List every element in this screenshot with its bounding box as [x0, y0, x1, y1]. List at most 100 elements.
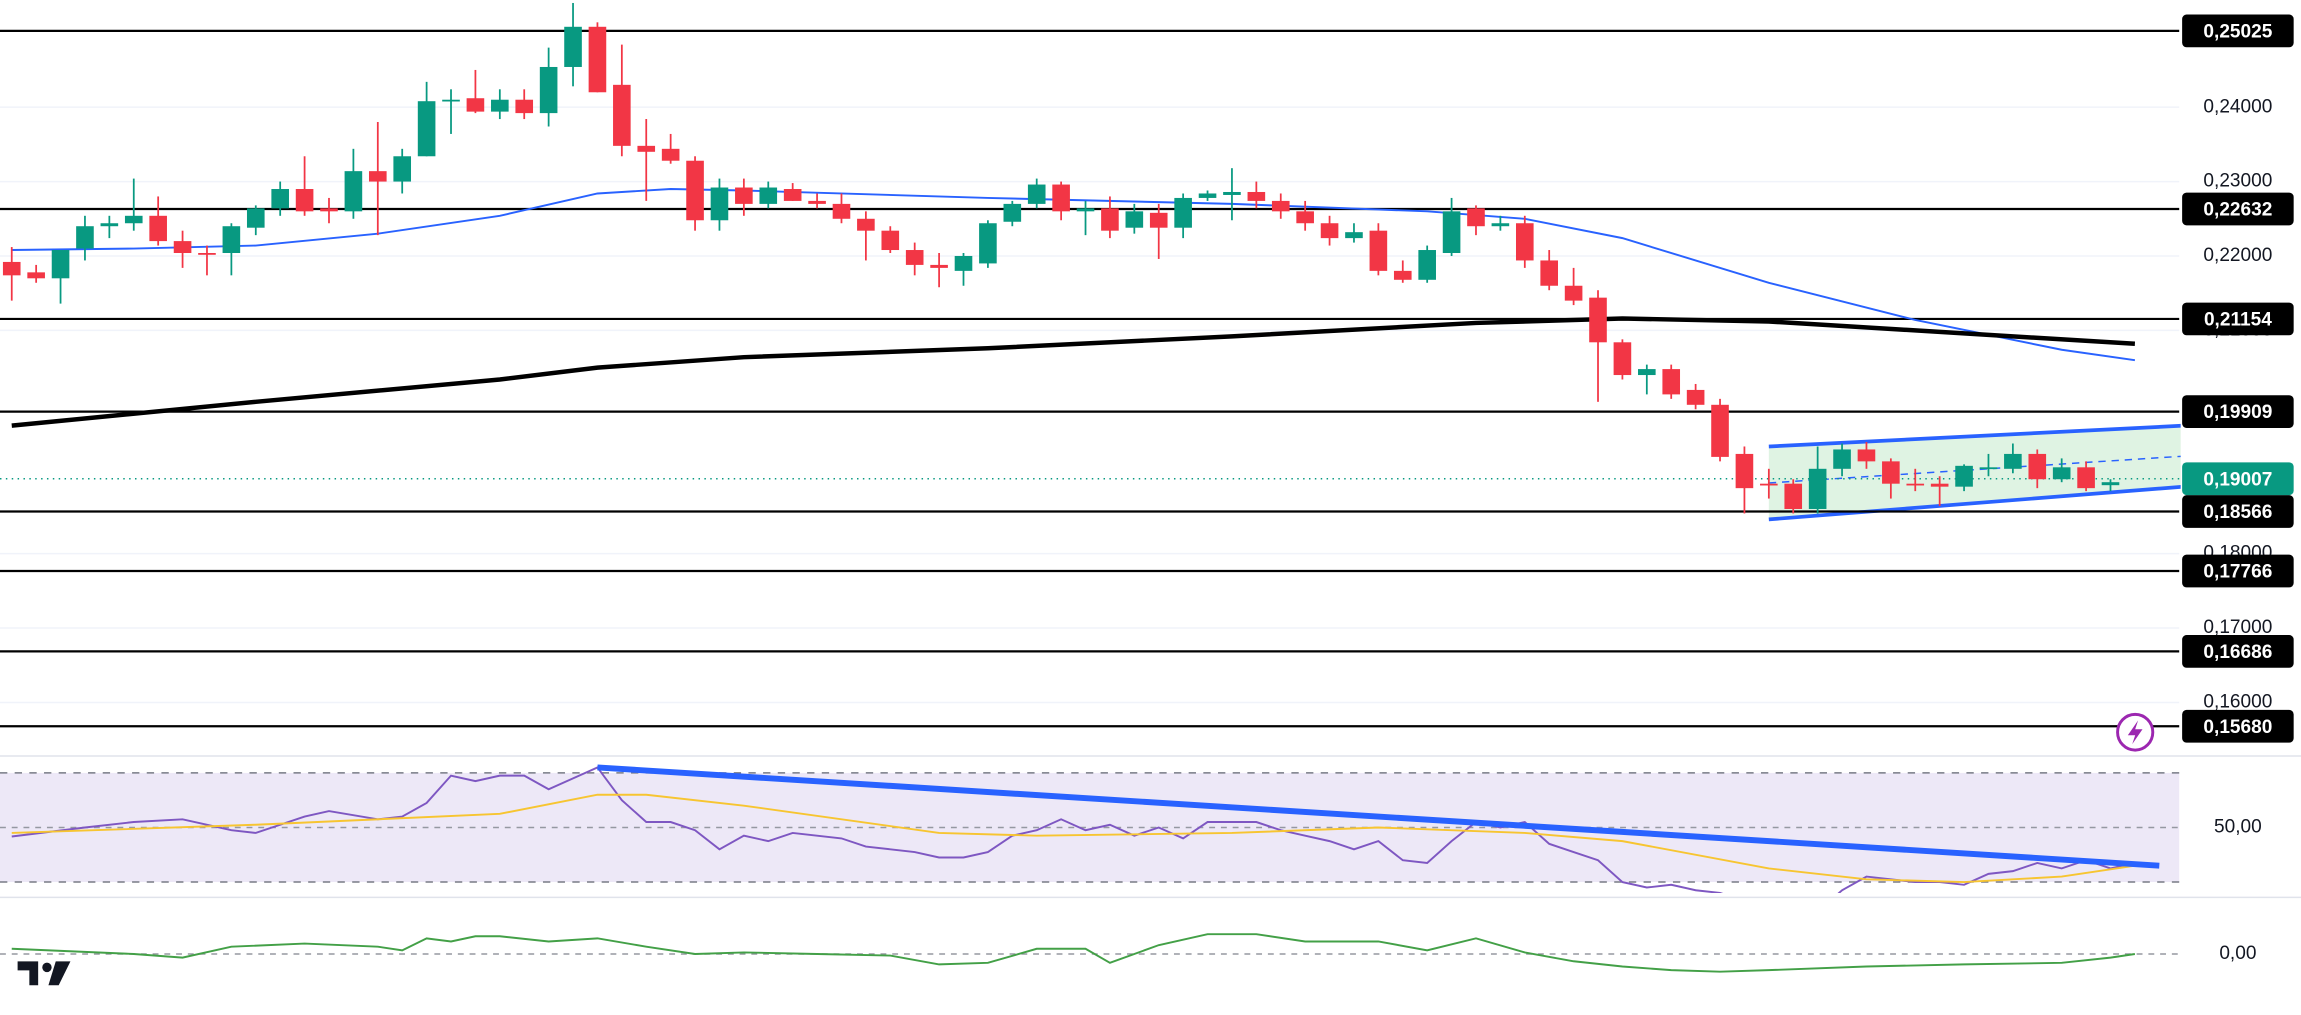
candle-body [2028, 453, 2047, 480]
candle-body [1223, 191, 1241, 195]
candle-body [295, 189, 314, 212]
candle-body [661, 148, 680, 161]
candle-body [1271, 200, 1290, 212]
level-box [2182, 192, 2294, 226]
candle-body [1686, 389, 1705, 405]
candle-body [1808, 468, 1827, 509]
candle-body [1003, 203, 1022, 222]
candle-body [1418, 250, 1436, 280]
candle-body [246, 208, 265, 228]
candle-body [1540, 260, 1559, 286]
candle-body [857, 218, 875, 231]
candle-body [1027, 184, 1046, 204]
candle-body [2077, 467, 2095, 489]
candle-body [1564, 285, 1583, 301]
candle-body [1345, 232, 1363, 239]
candle-body [2, 261, 21, 276]
candle-body [1198, 193, 1217, 198]
candle-body [1930, 483, 1949, 487]
candle-body [76, 226, 94, 249]
candle-body [1369, 230, 1388, 271]
level-label: 0,16686 [2203, 642, 2272, 663]
candle-body [1662, 369, 1681, 395]
line-series [11, 188, 2136, 362]
candle-body [905, 250, 924, 265]
y-tick-label: 0,23000 [2203, 171, 2272, 192]
candle-body [393, 156, 412, 182]
y-tick-label: 0,24000 [2203, 96, 2272, 117]
candle-body [1320, 223, 1339, 239]
price-panel [0, 2, 2181, 728]
candle-body [1711, 404, 1729, 457]
candle-body [1101, 208, 1119, 231]
level-label: 0,25025 [2203, 21, 2272, 42]
band-fill [0, 772, 2180, 883]
candle-body [1393, 270, 1412, 280]
candle-body [1296, 211, 1314, 224]
candle-body [1613, 342, 1632, 376]
alert-icon [2116, 712, 2155, 752]
level-box [2182, 14, 2294, 48]
last-price-box [2182, 462, 2294, 496]
candle-body [1882, 461, 1900, 484]
candle-body [173, 241, 192, 254]
candle-body [2004, 453, 2022, 469]
candle-body [1515, 223, 1534, 261]
candle-body [1760, 483, 1778, 486]
rsi-panel [0, 764, 2180, 893]
level-label: 0,19909 [2203, 402, 2272, 423]
level-box [2182, 709, 2294, 743]
candle-body [100, 223, 119, 227]
oscillator-panel [0, 933, 2180, 973]
candle-body [1174, 197, 1192, 228]
y-tick-label: 0,16000 [2203, 691, 2272, 712]
candle-body [1076, 208, 1095, 212]
candle-body [124, 215, 143, 224]
channel-fill [1768, 425, 2181, 520]
y-tick-label: 0,17000 [2203, 617, 2272, 638]
y-tick-label: 50,00 [2214, 816, 2262, 837]
candle-body [832, 203, 851, 219]
candle-body [930, 264, 948, 268]
candle-body [1833, 449, 1851, 469]
candle-body [2052, 467, 2071, 480]
candle-body [271, 189, 289, 209]
candle-body [149, 215, 167, 242]
candle-body [539, 66, 558, 114]
candle-body [1052, 184, 1070, 212]
line-series [11, 316, 2136, 428]
channel-line [1768, 485, 2181, 522]
channel-line [1768, 423, 2181, 449]
level-label: 0,17766 [2203, 562, 2272, 583]
candle-body [783, 189, 802, 201]
candle-body [2101, 482, 2120, 486]
level-label: 0,18566 [2203, 502, 2272, 523]
candle-body [368, 171, 387, 182]
candle-body [1149, 212, 1168, 228]
candle-body [613, 84, 631, 146]
candle-body [1491, 223, 1510, 227]
logo [17, 961, 71, 986]
candle-body [222, 226, 241, 254]
candle-body [320, 208, 338, 212]
candle-body [710, 187, 729, 221]
candle-body [1638, 369, 1656, 376]
candle-body [686, 160, 704, 221]
candle-body [1125, 211, 1144, 228]
candle-body [466, 98, 485, 112]
line-series [597, 764, 2160, 869]
level-box [2182, 554, 2294, 588]
candle-body [1467, 208, 1485, 227]
candle-body [954, 255, 973, 271]
candle-body [1979, 467, 1998, 470]
price-axis: 0,240000,230000,220000,210000,180000,170… [2182, 14, 2294, 964]
line-series [11, 793, 2136, 884]
candle-body [1906, 483, 1925, 486]
level-box [2182, 635, 2294, 668]
candle-body [1857, 449, 1876, 462]
y-tick-label: 0,00 [2219, 943, 2256, 964]
candle-body [417, 101, 436, 157]
candle-body [198, 253, 216, 255]
candle-body [491, 99, 509, 112]
